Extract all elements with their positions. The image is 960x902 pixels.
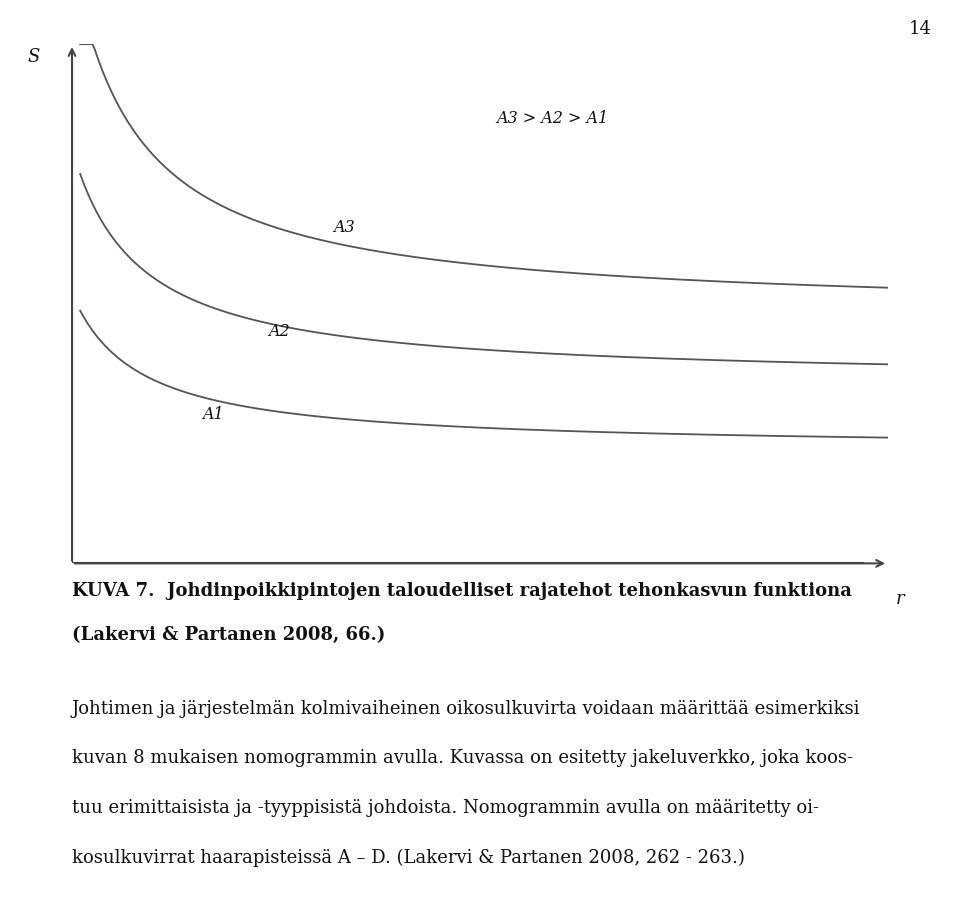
Text: A1: A1 [203, 406, 225, 422]
Text: A2: A2 [268, 323, 290, 339]
Text: Johtimen ja järjestelmän kolmivaiheinen oikosulkuvirta voidaan määrittää esimerk: Johtimen ja järjestelmän kolmivaiheinen … [72, 699, 860, 717]
Text: 14: 14 [908, 20, 931, 38]
Text: A3 > A2 > A1: A3 > A2 > A1 [496, 110, 609, 127]
Text: (Lakervi & Partanen 2008, 66.): (Lakervi & Partanen 2008, 66.) [72, 625, 385, 643]
Text: kosulkuvirrat haarapisteissä A – D. (Lakervi & Partanen 2008, 262 - 263.): kosulkuvirrat haarapisteissä A – D. (Lak… [72, 848, 745, 866]
Text: r: r [896, 590, 904, 608]
Text: kuvan 8 mukaisen nomogrammin avulla. Kuvassa on esitetty jakeluverkko, joka koos: kuvan 8 mukaisen nomogrammin avulla. Kuv… [72, 749, 853, 767]
Text: A3: A3 [333, 219, 355, 235]
Text: tuu erimittaisista ja -tyyppisistä johdoista. Nomogrammin avulla on määritetty o: tuu erimittaisista ja -tyyppisistä johdo… [72, 798, 819, 816]
Text: KUVA 7.  Johdinpoikkipintojen taloudelliset rajatehot tehonkasvun funktiona: KUVA 7. Johdinpoikkipintojen taloudellis… [72, 582, 852, 600]
Text: S: S [27, 48, 39, 66]
